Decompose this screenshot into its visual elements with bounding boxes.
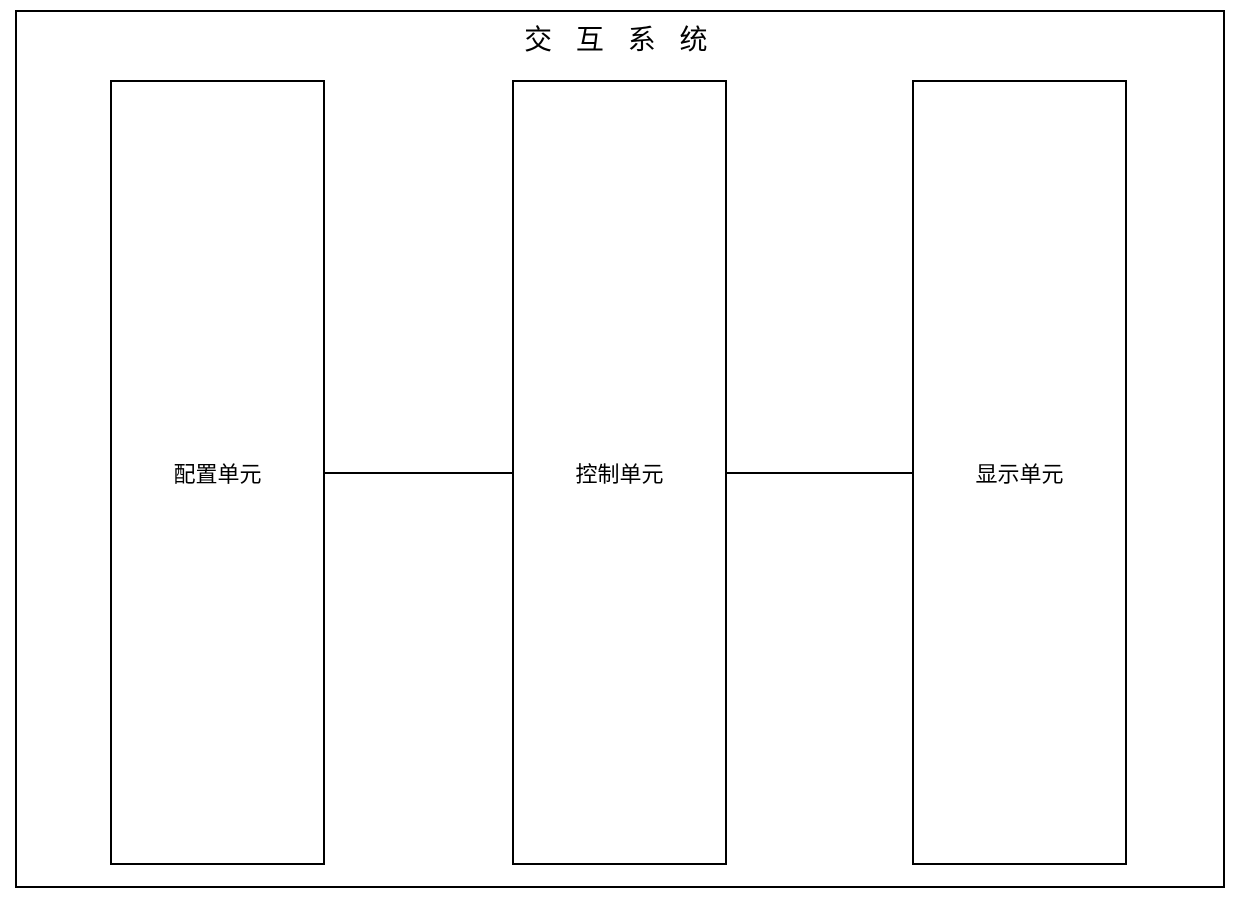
control-unit-label: 控制单元: [575, 457, 663, 489]
config-unit-label: 配置单元: [173, 457, 261, 489]
display-unit-box: 显示单元: [912, 80, 1127, 865]
display-unit-label: 显示单元: [975, 457, 1063, 489]
control-unit-box: 控制单元: [512, 80, 727, 865]
connector-config-to-control: [325, 472, 512, 474]
connector-control-to-display: [727, 472, 912, 474]
diagram-title: 交 互 系 统: [0, 18, 1240, 58]
config-unit-box: 配置单元: [110, 80, 325, 865]
